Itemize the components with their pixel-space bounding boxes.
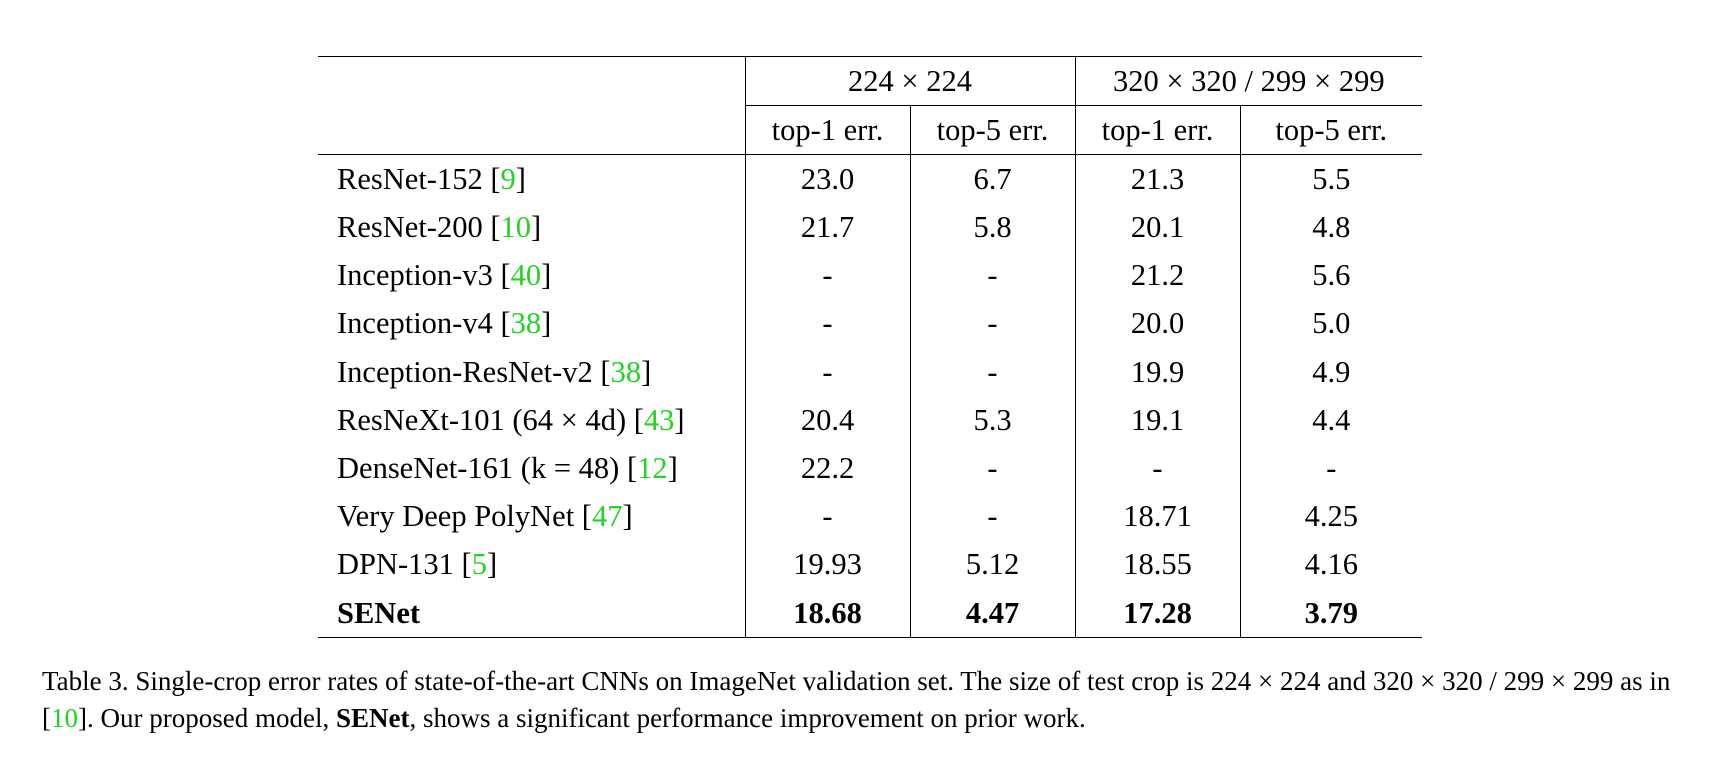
model-name: DenseNet-161 (k = 48) [337, 450, 620, 485]
top5-224-cell: 5.12 [909, 540, 1076, 589]
header-group-row: 224 × 224 320 × 320 / 299 × 299 [318, 56, 1423, 106]
table-row: DenseNet-161 (k = 48) [12] 22.2- - - [318, 444, 1423, 493]
model-name-cell: Very Deep PolyNet [47] [337, 499, 633, 534]
caption-citation-link[interactable]: 10 [51, 703, 78, 733]
top5-224-cell: - [909, 251, 1076, 300]
top1-320-cell: 18.71 [1074, 492, 1241, 541]
citation-link[interactable]: 10 [500, 210, 532, 245]
top5-224-cell: - [909, 299, 1076, 348]
top5-224-cell: - [909, 492, 1076, 541]
top1-320-cell: 17.28 [1074, 588, 1241, 638]
top1-320-cell: 19.1 [1074, 395, 1241, 445]
table-row: SENet 18.68 4.47 17.28 3.79 [318, 588, 1423, 638]
top5-320-cell: 4.8 [1239, 203, 1423, 252]
citation-link[interactable]: 9 [500, 161, 516, 196]
model-name: ResNet-152 [337, 161, 483, 196]
model-name-cell: SENet [318, 588, 745, 638]
citation-link[interactable]: 12 [637, 450, 668, 485]
caption-text-part2: ]. Our proposed model, [78, 703, 336, 733]
top1-224-cell: 18.68 [744, 588, 910, 638]
top1-224-cell: - [744, 492, 910, 541]
top1-224-cell: 20.4 [744, 395, 910, 445]
top5-320-cell: - [1239, 444, 1423, 493]
citation-link[interactable]: 38 [610, 354, 642, 389]
model-name-cell: ResNeXt-101 (64 × 4d) [43] [337, 402, 685, 437]
table-header: 224 × 224 320 × 320 / 299 × 299 top-1 er… [318, 56, 1423, 155]
top1-320-cell: 18.55 [1074, 540, 1241, 589]
model-name-cell: Inception-v3 [40] [337, 258, 552, 293]
top1-224-cell: 21.7 [744, 203, 910, 252]
top5-224-cell: 4.47 [909, 588, 1076, 638]
model-name-cell: Inception-ResNet-v2 [38] [337, 354, 652, 389]
model-name: Very Deep PolyNet [337, 499, 575, 534]
model-name: Inception-v3 [337, 258, 493, 293]
header-empty-cell [318, 56, 745, 106]
table-caption: Table 3. Single-crop error rates of stat… [42, 663, 1702, 737]
citation-link[interactable]: 43 [643, 402, 675, 437]
top5-224-cell: 5.8 [909, 203, 1076, 252]
top1-224-cell: 19.93 [744, 540, 910, 589]
table-row: Inception-v4 [38] - -20.0 5.0 [318, 299, 1423, 348]
top1-320-cell: 21.3 [1074, 154, 1241, 204]
model-name-cell: Inception-v4 [38] [337, 306, 552, 341]
header-metric-top5-224: top-5 err. [909, 105, 1076, 155]
citation-link[interactable]: 5 [471, 547, 487, 582]
top5-320-cell: 4.9 [1239, 347, 1423, 396]
caption-model-name: SENet [335, 703, 410, 733]
citation-link[interactable]: 47 [591, 499, 623, 534]
top1-320-cell: 19.9 [1074, 347, 1241, 396]
top1-320-cell: 21.2 [1074, 251, 1241, 300]
caption-text-part3: , shows a significant performance improv… [409, 703, 1086, 733]
model-name-cell: DPN-131 [5] [337, 547, 498, 582]
header-metric-row: top-1 err. top-5 err. top-1 err. top-5 e… [318, 105, 1423, 155]
model-name-cell: ResNet-200 [10] [337, 210, 542, 245]
header-group-320-299: 320 × 320 / 299 × 299 [1074, 56, 1423, 106]
caption-text-part1: Table 3. Single-crop error rates of stat… [42, 666, 1671, 733]
top5-320-cell: 3.79 [1239, 588, 1423, 638]
model-name: ResNeXt-101 (64 × 4d) [337, 402, 627, 437]
header-metric-top1-224: top-1 err. [744, 105, 910, 155]
table-row: ResNet-152 [9] 23.0 6.7 21.3 5.5 [318, 154, 1423, 204]
table-row: Inception-ResNet-v2 [38] - -19.9 4.9 [318, 347, 1423, 396]
top1-224-cell: - [744, 251, 910, 300]
model-name: ResNet-200 [337, 210, 483, 245]
table-row: Inception-v3 [40] - -21.2 5.6 [318, 251, 1423, 300]
top1-224-cell: - [744, 299, 910, 348]
top1-320-cell: - [1074, 444, 1241, 493]
top5-320-cell: 4.25 [1239, 492, 1423, 541]
top5-320-cell: 5.5 [1239, 154, 1423, 204]
top5-224-cell: 5.3 [909, 395, 1076, 445]
model-name: SENet [337, 595, 421, 630]
citation-link[interactable]: 40 [510, 258, 542, 293]
table-row: ResNeXt-101 (64 × 4d) [43] 20.4 5.3 19.1 4.4 [318, 395, 1423, 445]
top5-224-cell: - [909, 444, 1076, 493]
table-row: DPN-131 [5] 19.93 5.12 18.55 4.16 [318, 540, 1423, 589]
model-name-cell: ResNet-152 [9] [337, 161, 526, 196]
top5-224-cell: - [909, 347, 1076, 396]
header-metric-top5-320: top-5 err. [1239, 105, 1423, 155]
top1-320-cell: 20.1 [1074, 203, 1241, 252]
model-name: Inception-ResNet-v2 [337, 354, 593, 389]
model-name: Inception-v4 [337, 306, 493, 341]
top1-224-cell: 23.0 [744, 154, 910, 204]
header-metric-top1-320: top-1 err. [1074, 105, 1241, 155]
top5-320-cell: 4.4 [1239, 395, 1423, 445]
top1-224-cell: - [744, 347, 910, 396]
top5-320-cell: 5.0 [1239, 299, 1423, 348]
top5-320-cell: 4.16 [1239, 540, 1423, 589]
model-name-cell: DenseNet-161 (k = 48) [12] [337, 450, 678, 485]
citation-link[interactable]: 38 [510, 306, 542, 341]
table-row: Very Deep PolyNet [47] - -18.71 4.25 [318, 492, 1423, 541]
top5-320-cell: 5.6 [1239, 251, 1423, 300]
header-group-224: 224 × 224 [744, 56, 1076, 106]
top1-224-cell: 22.2 [744, 444, 910, 493]
results-table: 224 × 224 320 × 320 / 299 × 299 top-1 er… [318, 56, 1423, 638]
model-name: DPN-131 [337, 547, 454, 582]
table-body: ResNet-152 [9] 23.0 6.7 21.3 5.5 ResNet-200 [… [318, 154, 1423, 638]
top1-320-cell: 20.0 [1074, 299, 1241, 348]
top5-224-cell: 6.7 [909, 154, 1076, 204]
table-row: ResNet-200 [10] 21.7 5.8 20.1 4.8 [318, 203, 1423, 252]
header-model-cell [318, 105, 745, 155]
